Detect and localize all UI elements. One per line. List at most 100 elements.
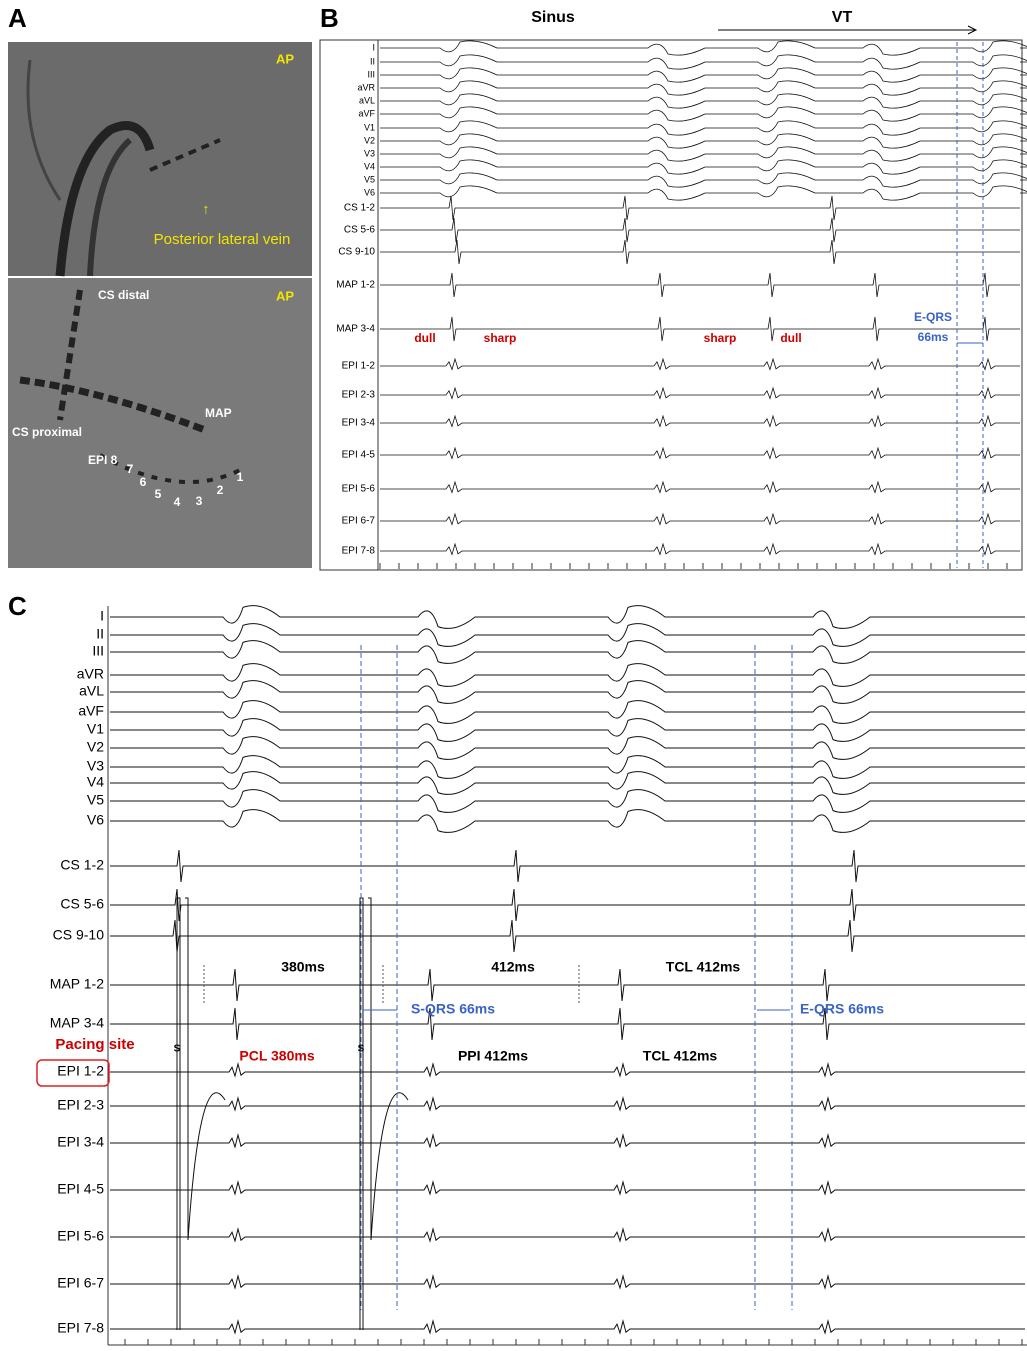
ecg-trace (110, 1007, 1025, 1041)
channel-label: I (372, 42, 375, 52)
image-label: EPI 8 (88, 453, 118, 467)
pacing-artifact (359, 897, 409, 1330)
ecg-trace (380, 146, 1027, 162)
channel-label: EPI 4-5 (57, 1181, 104, 1197)
channel-label: aVL (359, 95, 375, 105)
channel-label: EPI 6-7 (342, 516, 376, 527)
ecg-trace (110, 849, 1025, 883)
ecg-trace (380, 133, 1027, 149)
channel-label: V1 (364, 122, 375, 132)
annotation: E-QRS (914, 310, 952, 324)
ecg-trace (380, 480, 1020, 494)
ecg-trace (380, 54, 1027, 70)
image-label: CS proximal (12, 425, 82, 439)
channel-label: V3 (87, 758, 104, 774)
channel-label: V2 (364, 135, 375, 145)
ecg-trace (110, 968, 1025, 1002)
annotation: S (174, 1044, 181, 1055)
channel-label: EPI 7-8 (342, 546, 376, 557)
channel-label: CS 9-10 (338, 247, 375, 258)
channel-label: II (370, 56, 375, 66)
channel-label: V6 (364, 187, 375, 197)
ecg-trace (380, 93, 1027, 109)
ecg-trace (380, 316, 1020, 342)
ecg-trace (110, 1319, 1025, 1335)
fluoro-image (8, 42, 312, 276)
view-label: AP (276, 51, 294, 66)
channel-label: CS 9-10 (53, 927, 105, 943)
image-label: 2 (217, 483, 224, 497)
channel-label: I (100, 608, 104, 624)
ecg-trace (380, 414, 1020, 428)
channel-label: EPI 3-4 (57, 1134, 104, 1150)
channel-label: EPI 6-7 (57, 1275, 104, 1291)
ecg-trace (380, 446, 1020, 460)
channel-label: V1 (87, 721, 104, 737)
channel-label: V5 (364, 174, 375, 184)
ecg-trace (380, 159, 1027, 175)
ecg-trace (380, 542, 1020, 556)
ecg-trace (380, 386, 1020, 400)
channel-label: MAP 3-4 (50, 1015, 104, 1031)
channel-label: EPI 2-3 (57, 1097, 104, 1113)
annotation: sharp (704, 331, 737, 345)
ecg-trace (380, 195, 1020, 221)
channel-label: aVL (79, 683, 104, 699)
panel-label: A (8, 3, 27, 33)
channel-label: V5 (87, 792, 104, 808)
ecg-trace (110, 605, 1025, 629)
channel-label: MAP 1-2 (50, 976, 104, 992)
ecg-trace (380, 185, 1027, 201)
ecg-trace (110, 771, 1025, 795)
channel-label: EPI 1-2 (342, 361, 376, 372)
ecg-trace (380, 217, 1020, 243)
ecg-trace (380, 106, 1027, 122)
ecg-trace (110, 663, 1025, 687)
ecg-trace (110, 700, 1025, 724)
ecg-trace (110, 755, 1025, 779)
panel-label: C (8, 591, 27, 621)
channel-label: CS 5-6 (60, 896, 104, 912)
annotation: PPI 412ms (458, 1048, 528, 1064)
channel-label: EPI 7-8 (57, 1320, 104, 1336)
ecg-trace (110, 809, 1025, 833)
ecg-trace (110, 640, 1025, 664)
annotation: dull (414, 331, 435, 345)
image-label: 1 (237, 470, 244, 484)
channel-label: V3 (364, 148, 375, 158)
ecg-trace (110, 1096, 1025, 1112)
annotation: 412ms (491, 959, 535, 975)
channel-label: CS 5-6 (344, 225, 376, 236)
ecg-trace (380, 357, 1020, 371)
annotation: sharp (484, 331, 517, 345)
annotation: S-QRS 66ms (411, 1001, 495, 1017)
catheter-shapes (19, 59, 241, 484)
ecg-trace (110, 623, 1025, 647)
channel-label: V2 (87, 739, 104, 755)
arrow: ↑ (203, 201, 210, 217)
ecg-trace (380, 239, 1020, 265)
channel-label: III (92, 643, 104, 659)
panel-label: B (320, 3, 339, 33)
image-label: 6 (140, 475, 147, 489)
image-label: MAP (205, 406, 232, 420)
channel-label: EPI 3-4 (342, 418, 376, 429)
annotation: Posterior lateral vein (154, 231, 291, 248)
channel-label: MAP 1-2 (336, 280, 375, 291)
image-label: 4 (174, 495, 181, 509)
annotation: dull (780, 331, 801, 345)
header: Sinus (531, 9, 575, 26)
channel-label: CS 1-2 (60, 857, 104, 873)
ecg-trace (380, 272, 1020, 298)
ecg-trace (110, 888, 1025, 922)
image-label: 5 (155, 487, 162, 501)
fluoro-image (8, 278, 312, 568)
annotation: E-QRS 66ms (800, 1001, 884, 1017)
ecg-trace (110, 1227, 1025, 1243)
annotation: TCL 412ms (666, 959, 741, 975)
channel-label: V4 (364, 161, 375, 171)
ecg-trace (380, 80, 1027, 96)
annotation: S (358, 1044, 365, 1055)
ecg-trace (380, 67, 1027, 83)
